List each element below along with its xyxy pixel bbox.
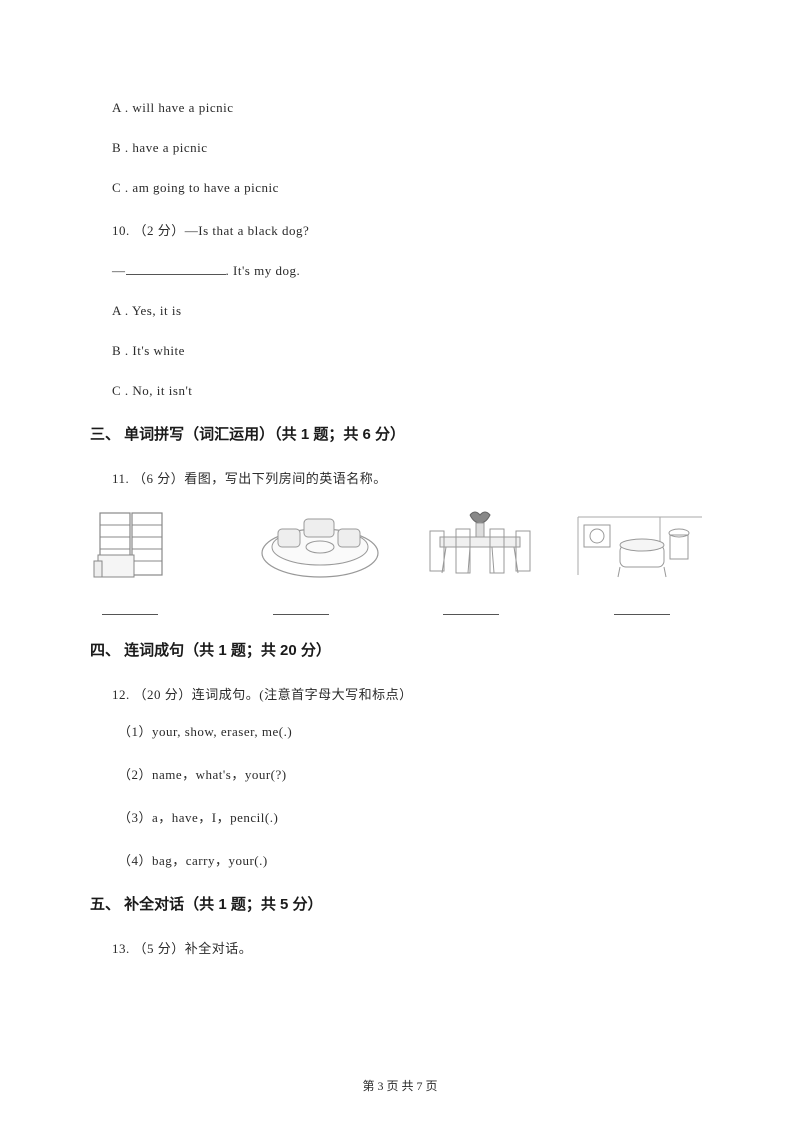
q13-instruction: 13. （5 分）补全对话。 [112,938,710,957]
section5-heading: 五、 补全对话（共 1 题；共 5 分） [90,893,710,914]
room-images-row [90,505,710,583]
q10-prefix: — [112,263,126,278]
q10-suffix: . It's my dog. [226,263,301,278]
blank-1 [102,601,158,615]
q10-stem: 10. （2 分）—Is that a black dog? [112,220,710,239]
q10-option-a: A . Yes, it is [112,303,710,319]
room-img-4 [570,505,710,583]
room-img-3 [410,505,550,583]
q11-instruction: 11. （6 分）看图，写出下列房间的英语名称。 [112,468,710,487]
q10-blank [126,263,226,275]
room-answer-blanks [102,601,710,615]
q10-option-b: B . It's white [112,343,710,359]
q10-option-c: C . No, it isn't [112,383,710,399]
q12-sub3: （3）a，have，I，pencil(.) [118,807,710,826]
room-img-1 [90,505,230,583]
q12-sub2: （2）name，what's，your(?) [118,764,710,783]
blank-2 [273,601,329,615]
q12-sub1: （1）your, show, eraser, me(.) [118,721,710,740]
q9-option-c: C . am going to have a picnic [112,180,710,196]
q10-blank-line: — . It's my dog. [112,263,710,279]
page-footer: 第 3 页 共 7 页 [0,1077,800,1094]
q12-sub4: （4）bag，carry，your(.) [118,850,710,869]
q12-instruction: 12. （20 分）连词成句。(注意首字母大写和标点） [112,684,710,703]
section4-heading: 四、 连词成句（共 1 题；共 20 分） [90,639,710,660]
blank-3 [443,601,499,615]
room-img-2 [250,505,390,583]
blank-4 [614,601,670,615]
section3-heading: 三、 单词拼写（词汇运用）（共 1 题；共 6 分） [90,423,710,444]
q9-option-a: A . will have a picnic [112,100,710,116]
q9-option-b: B . have a picnic [112,140,710,156]
